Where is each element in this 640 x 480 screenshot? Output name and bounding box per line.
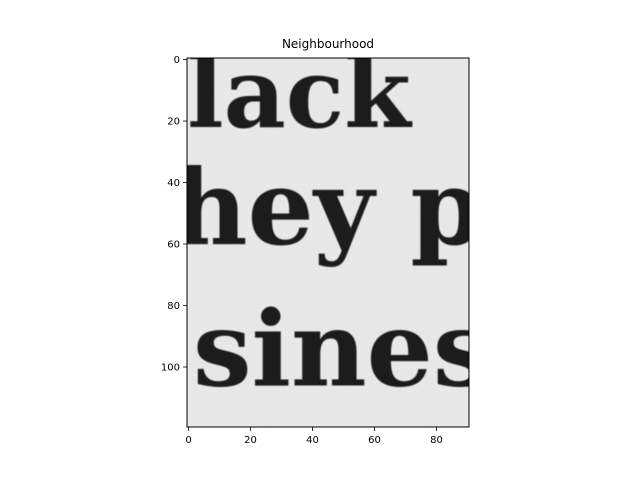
chart-title: Neighbourhood	[282, 37, 374, 51]
x-tick-label: 0	[185, 435, 191, 446]
y-tick-label: 0	[174, 55, 180, 66]
x-tick-label: 80	[430, 435, 443, 446]
y-axis: 0 20 40 60 80 100	[161, 55, 187, 374]
x-tick-label: 20	[244, 435, 257, 446]
x-tick-label: 60	[368, 435, 381, 446]
image-text-line: black	[120, 37, 413, 150]
plot-frame	[186, 57, 470, 428]
y-tick-label: 40	[167, 178, 180, 189]
y-tick-label: 60	[167, 240, 180, 251]
paper-texture	[187, 58, 469, 427]
image-text-line: siness	[193, 287, 550, 410]
y-tick-label: 20	[167, 117, 180, 128]
y-tick-label: 100	[161, 363, 180, 374]
x-axis: 0 20 40 60 80	[185, 427, 443, 446]
y-tick-label: 80	[167, 301, 180, 312]
image-text-line: hey p	[172, 146, 483, 269]
x-tick-label: 40	[306, 435, 319, 446]
